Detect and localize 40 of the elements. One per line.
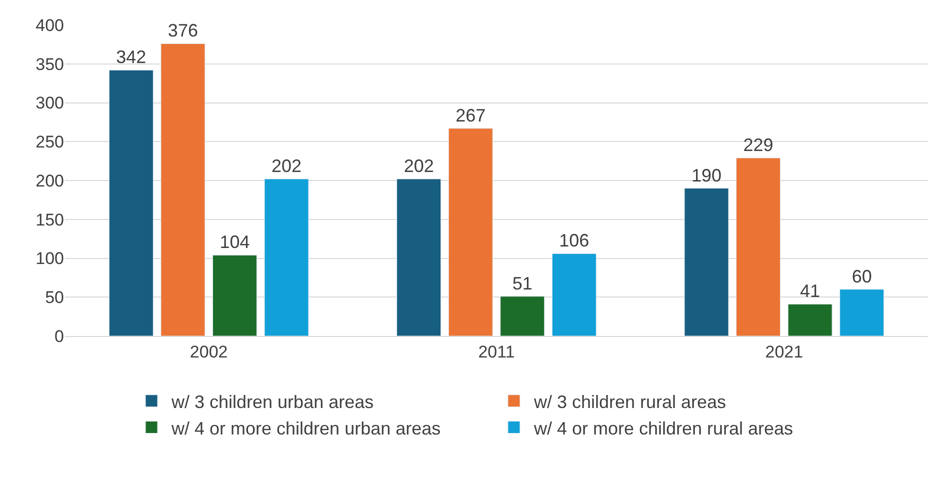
bar — [160, 43, 206, 336]
bar — [788, 304, 832, 336]
x-tick-label: 2021 — [765, 342, 804, 362]
legend-label: w/ 4 or more children rural areas — [532, 418, 794, 438]
bar — [684, 188, 729, 336]
bar — [264, 178, 309, 336]
data-label: 202 — [271, 156, 302, 176]
y-tick-label: 50 — [45, 288, 64, 308]
legend-label: w/ 3 children rural areas — [532, 392, 726, 412]
y-tick-label: 150 — [36, 210, 64, 230]
bar — [448, 128, 493, 336]
data-label: 190 — [691, 165, 722, 186]
y-tick-label: 350 — [36, 54, 64, 74]
y-tick-label: 250 — [36, 132, 64, 152]
y-tick-label: 100 — [36, 249, 64, 268]
bar — [840, 289, 884, 336]
bar — [552, 253, 596, 336]
data-label: 51 — [512, 273, 532, 294]
bar — [108, 70, 154, 336]
bar — [500, 296, 545, 336]
data-label: 342 — [116, 47, 146, 68]
y-tick-label: 0 — [54, 326, 64, 346]
data-label: 202 — [404, 156, 434, 176]
x-tick-label: 2002 — [190, 342, 228, 362]
y-tick-label: 300 — [36, 94, 64, 113]
data-label: 376 — [168, 20, 198, 41]
bar — [396, 178, 442, 336]
data-label: 229 — [743, 134, 774, 155]
data-label: 104 — [220, 232, 250, 252]
y-tick-label: 200 — [36, 171, 64, 190]
data-label: 106 — [559, 230, 590, 251]
legend-label: w/ 4 or more children urban areas — [170, 418, 441, 438]
y-tick-label: 400 — [36, 16, 64, 35]
data-label: 60 — [852, 266, 872, 286]
bar — [212, 254, 257, 336]
data-label: 267 — [456, 105, 486, 126]
legend-label: w/ 3 children urban areas — [170, 392, 374, 412]
data-label: 41 — [800, 281, 820, 302]
bar — [736, 158, 781, 336]
x-tick-label: 2011 — [478, 342, 515, 362]
